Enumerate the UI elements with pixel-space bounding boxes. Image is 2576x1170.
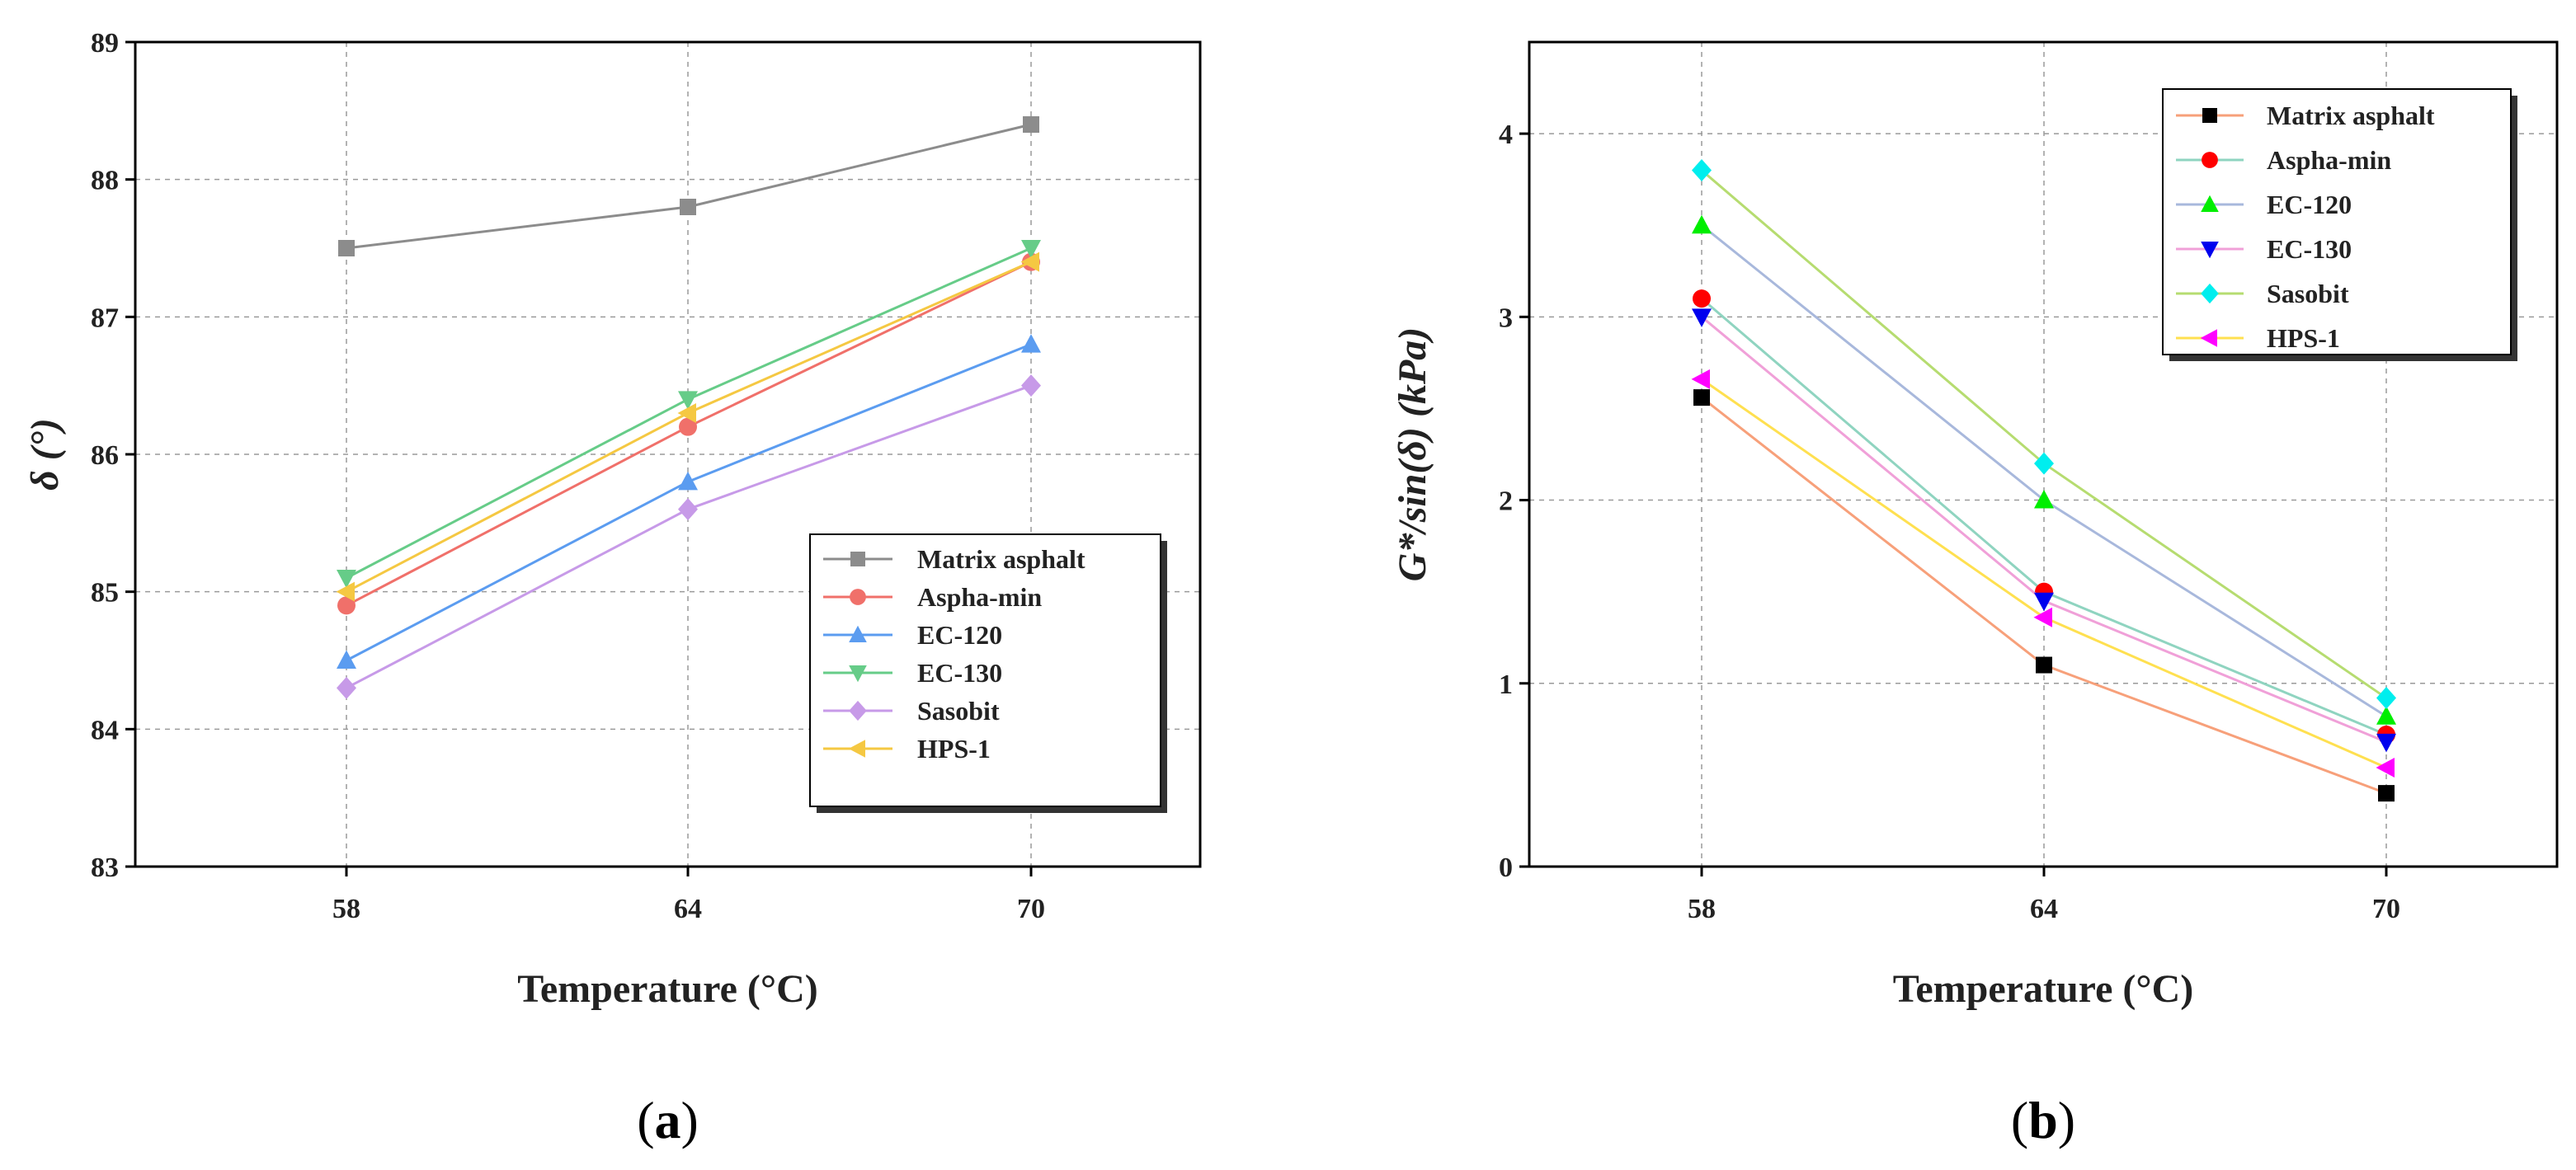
chart-panel-a: 83 84 85 86 87 88 89 58 64 70 Temperature (°C) δ (°… — [23, 28, 1202, 1149]
series-ec-120 — [337, 334, 1041, 669]
series-matrix-asphalt — [338, 116, 1039, 256]
data-point — [2036, 656, 2052, 674]
legend-label: EC-120 — [917, 620, 1002, 650]
data-point — [2378, 785, 2395, 802]
x-tick-label: 64 — [674, 894, 702, 924]
y-tick-label: 4 — [1499, 120, 1513, 150]
data-point — [678, 471, 698, 491]
data-point — [2034, 592, 2054, 612]
data-point — [2033, 607, 2052, 627]
data-point — [1693, 389, 1710, 406]
legend-marker — [2200, 329, 2217, 347]
legend-label: Aspha-min — [917, 582, 1042, 612]
legend-marker — [850, 552, 865, 566]
x-tick-label: 64 — [2030, 894, 2058, 924]
data-point — [1021, 374, 1041, 397]
series-matrix-asphalt — [1693, 389, 2395, 802]
x-axis-title: Temperature (°C) — [1893, 967, 2193, 1011]
y-tick-label: 89 — [91, 28, 119, 59]
panel-label: (b) — [2011, 1091, 2075, 1149]
legend-marker — [2202, 152, 2218, 168]
legend-marker — [849, 625, 867, 642]
legend: Matrix asphalt Aspha-min EC-120 EC-130 Sasob… — [2162, 88, 2517, 361]
data-point — [2034, 490, 2054, 509]
legend-marker — [848, 740, 865, 758]
data-point — [336, 581, 355, 602]
series-ec-130 — [1692, 308, 2396, 753]
x-tick-label: 70 — [1017, 894, 1045, 924]
data-point — [337, 596, 356, 615]
series-hps-1 — [336, 251, 1039, 602]
y-tick-label: 0 — [1499, 853, 1513, 883]
data-point — [677, 403, 696, 423]
panel-label: (a) — [637, 1091, 699, 1149]
series-hps-1 — [1691, 369, 2395, 778]
data-point — [2376, 687, 2396, 710]
y-tick-label: 86 — [91, 440, 119, 471]
legend-label: Sasobit — [2267, 279, 2349, 308]
legend-label: Matrix asphalt — [2267, 101, 2435, 130]
y-tick-label: 85 — [91, 578, 119, 608]
data-point — [337, 650, 356, 669]
y-tick-label: 87 — [91, 303, 119, 333]
data-point — [680, 199, 696, 215]
data-point — [1020, 251, 1039, 272]
data-point — [678, 391, 698, 410]
legend-marker — [2201, 283, 2219, 304]
data-point — [1692, 214, 1712, 234]
legend-label: Sasobit — [917, 696, 1000, 726]
legend-marker — [2201, 195, 2219, 212]
data-point — [1021, 240, 1041, 259]
legend-box — [2162, 88, 2512, 355]
legend-label: Matrix asphalt — [917, 544, 1085, 574]
legend-label: EC-130 — [917, 658, 1002, 688]
data-point — [1693, 289, 1711, 308]
data-point — [2376, 733, 2396, 753]
data-point — [1691, 369, 1710, 389]
legend: Matrix asphalt Aspha-min EC-120 EC-130 Sasob… — [809, 533, 1167, 813]
legend-marker — [2202, 108, 2217, 123]
legend-marker — [849, 700, 867, 721]
legend-marker — [2201, 242, 2219, 259]
x-tick-label: 58 — [332, 894, 360, 924]
data-point — [1692, 159, 1712, 182]
series-sasobit — [337, 374, 1041, 699]
data-point — [678, 498, 698, 521]
x-tick-label: 58 — [1688, 894, 1716, 924]
data-point — [679, 417, 697, 436]
x-axis-title: Temperature (°C) — [517, 967, 817, 1011]
y-axis-title: G*/sin(δ) (kPa) — [1391, 327, 1434, 582]
x-tick-label: 70 — [2372, 894, 2400, 924]
y-axis-title: δ (°) — [23, 418, 67, 491]
data-point — [1692, 308, 1712, 327]
y-tick-label: 3 — [1499, 303, 1513, 333]
data-point — [1023, 116, 1039, 133]
legend-label: EC-120 — [2267, 190, 2352, 219]
data-point — [1021, 334, 1041, 353]
data-point — [2034, 452, 2054, 475]
data-point — [2376, 758, 2395, 778]
data-point — [337, 676, 356, 699]
data-point — [338, 240, 355, 256]
series-sasobit — [1692, 159, 2396, 710]
chart-panel-b: 0 1 2 3 4 58 64 70 Temperature (°C) G*/sin(δ) (kP… — [1391, 40, 2559, 1149]
y-tick-label: 2 — [1499, 486, 1513, 517]
y-tick-label: 88 — [91, 166, 119, 196]
y-tick-label: 84 — [91, 715, 119, 745]
data-point — [337, 570, 356, 589]
series-ec-120 — [1692, 214, 2396, 725]
data-point — [2376, 706, 2396, 725]
legend-label: HPS-1 — [2267, 323, 2340, 353]
y-tick-label: 83 — [91, 853, 119, 883]
y-tick-label: 1 — [1499, 670, 1513, 700]
legend-marker — [850, 589, 866, 605]
series-ec-130 — [337, 240, 1041, 589]
legend-marker — [849, 665, 867, 683]
legend-box — [809, 533, 1161, 807]
legend-label: HPS-1 — [917, 734, 991, 764]
legend-label: EC-130 — [2267, 234, 2352, 264]
legend-label: Aspha-min — [2267, 145, 2391, 175]
